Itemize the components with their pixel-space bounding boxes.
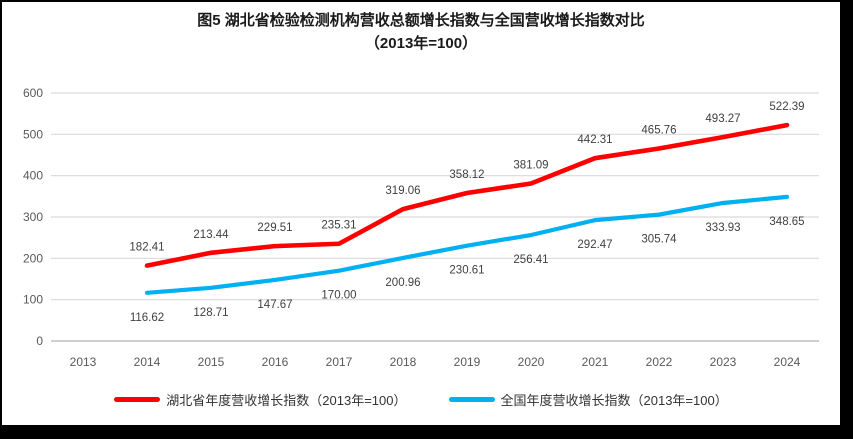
national-line-swatch [448,397,495,402]
hubei-data-label: 319.06 [385,185,420,197]
national-data-label: 200.96 [385,277,420,289]
x-tick-label: 2021 [582,355,609,369]
legend-label-hubei: 湖北省年度营收增长指数（2013年=100） [166,393,407,408]
y-tick-label: 100 [23,293,43,307]
x-tick-label: 2017 [326,355,353,369]
national-series-line [144,194,790,295]
legend-item-hubei: 湖北省年度营收增长指数（2013年=100） [114,390,407,409]
national-data-label: 170.00 [321,290,356,302]
hubei-data-label: 235.31 [321,220,356,232]
chart-title: 图5 湖北省检验检测机构营收总额增长指数与全国营收增长指数对比 （2013年=1… [2,9,840,55]
hubei-data-label: 493.27 [705,113,740,125]
national-data-label: 348.65 [769,216,804,228]
hubei-data-label: 358.12 [449,169,484,181]
legend-item-national: 全国年度营收增长指数（2013年=100） [448,390,728,409]
x-tick-label: 2023 [710,355,737,369]
hubei-data-label: 229.51 [257,222,292,234]
x-tick-label: 2016 [262,355,289,369]
x-tick-label: 2024 [774,355,801,369]
x-tick-label: 2022 [646,355,673,369]
y-tick-label: 400 [23,169,43,183]
national-data-label: 292.47 [577,239,612,251]
x-tick-label: 2015 [198,355,225,369]
national-data-label: 128.71 [193,307,228,319]
legend-label-national: 全国年度营收增长指数（2013年=100） [500,393,728,408]
national-data-label: 256.41 [513,254,548,266]
hubei-data-label: 182.41 [129,242,164,254]
hubei-series-line [144,122,790,268]
chart-title-line1: 图5 湖北省检验检测机构营收总额增长指数与全国营收增长指数对比 [197,12,645,29]
national-data-label: 147.67 [257,299,292,311]
national-data-label: 230.61 [449,265,484,277]
national-data-label: 305.74 [641,234,677,246]
chart-canvas [2,2,840,425]
hubei-data-label: 522.39 [769,101,804,113]
hubei-data-label: 381.09 [513,159,548,171]
x-tick-label: 2020 [518,355,545,369]
x-tick-label: 2013 [70,355,97,369]
chart-title-line2: （2013年=100） [364,35,478,52]
y-tick-label: 600 [23,86,43,100]
y-tick-label: 0 [36,334,43,348]
x-tick-label: 2014 [134,355,161,369]
legend: 湖北省年度营收增长指数（2013年=100） 全国年度营收增长指数（2013年=… [2,390,840,409]
hubei-data-label: 465.76 [641,124,676,136]
x-tick-label: 2018 [390,355,417,369]
national-data-label: 333.93 [705,222,740,234]
y-tick-label: 300 [23,210,43,224]
hubei-data-label: 442.31 [577,134,612,146]
y-tick-label: 200 [23,251,43,265]
hubei-line-swatch [114,397,161,402]
x-tick-label: 2019 [454,355,481,369]
hubei-data-label: 213.44 [193,229,229,241]
national-data-label: 116.62 [130,312,164,324]
y-tick-label: 500 [23,127,43,141]
